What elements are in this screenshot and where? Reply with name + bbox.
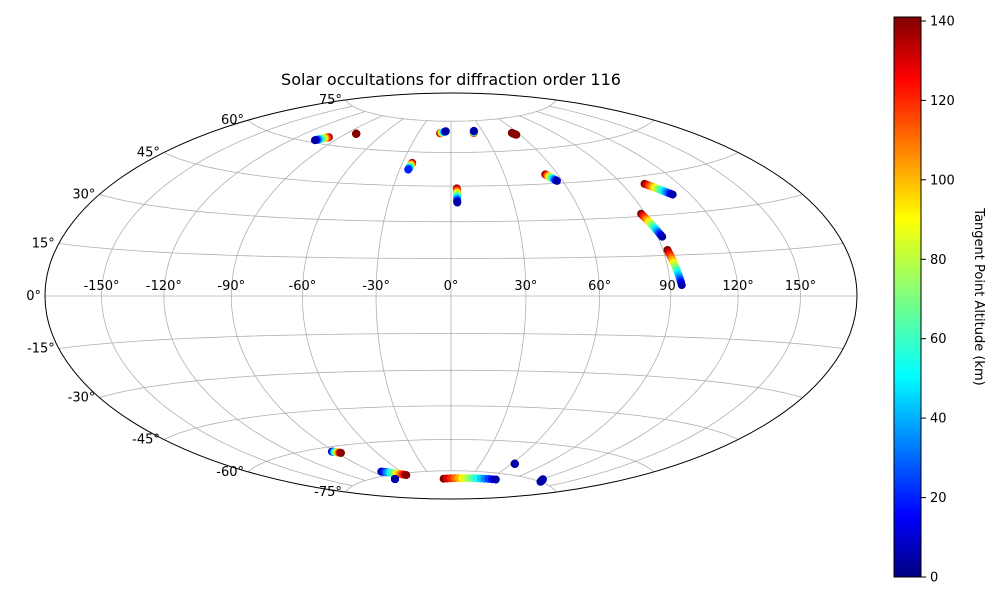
map-boundary: [44, 92, 858, 500]
colorbar-ticks: 0 20 40 60 80 100 120 140: [921, 15, 955, 586]
occultation-point: [310, 136, 319, 145]
occultation-point: [469, 126, 478, 135]
longitude-tick-label: -150°: [83, 279, 119, 294]
latitude-tick-label: 75°: [319, 93, 342, 108]
colorbar-label: Tangent Point Altitude (km): [971, 207, 986, 385]
latitude-tick-label: -75°: [314, 485, 342, 500]
colorbar: 0 20 40 60 80 100 120 140 Tangent Point Altitud…: [893, 15, 986, 586]
longitude-tick-label: 0°: [444, 279, 459, 294]
map-gridlines: [45, 99, 857, 493]
latitude-tick-label: -45°: [132, 433, 160, 448]
parallel-line: [345, 470, 557, 493]
occultation-point: [536, 477, 545, 486]
longitude-tick-label: 150°: [785, 279, 816, 294]
parallel-line: [99, 369, 803, 398]
parallel-line: [99, 194, 803, 223]
colorbar-gradient: [893, 16, 922, 578]
parallel-line: [58, 243, 844, 259]
chart-title: Solar occultations for diffraction order…: [281, 70, 621, 89]
longitude-tick-label: 60°: [588, 279, 611, 294]
occultation-point: [510, 459, 519, 468]
longitude-tick-label: -30°: [362, 279, 390, 294]
occultation-point: [453, 198, 462, 207]
parallel-line: [247, 439, 655, 473]
longitude-tick-label: -120°: [146, 279, 182, 294]
occultation-point: [352, 129, 361, 138]
parallel-line: [247, 119, 655, 153]
longitude-tick-label: -60°: [289, 279, 317, 294]
colorbar-tick-label: 100: [930, 173, 955, 188]
latitude-tick-label: 30°: [72, 188, 95, 203]
latitude-tick-label: -60°: [216, 465, 244, 480]
occultation-point: [658, 232, 667, 241]
occultation-point: [402, 471, 411, 480]
colorbar-tick-label: 40: [930, 412, 947, 427]
longitude-tick-label: -90°: [217, 279, 245, 294]
colorbar-tick-label: 60: [930, 332, 947, 347]
occultation-point: [441, 127, 450, 136]
latitude-tick-label: 0°: [26, 289, 41, 304]
parallel-line: [58, 333, 844, 349]
occultation-point: [677, 281, 686, 290]
parallel-line: [163, 152, 739, 187]
map-tick-labels: -150° -120° -90° -60° -30° 0° 30° 60° 90° 120° 150…: [26, 93, 816, 500]
occultation-point: [553, 176, 561, 185]
latitude-tick-label: 15°: [32, 237, 55, 252]
parallel-line: [163, 405, 739, 440]
colorbar-tick-label: 0: [930, 571, 938, 586]
occultation-point: [337, 448, 345, 457]
latitude-tick-label: -15°: [27, 342, 55, 357]
occultation-point: [391, 475, 399, 483]
colorbar-tick-label: 140: [930, 15, 955, 30]
colorbar-tick-label: 20: [930, 491, 947, 506]
parallel-line: [345, 99, 557, 122]
latitude-tick-label: 60°: [221, 113, 244, 128]
longitude-tick-label: 90°: [659, 279, 682, 294]
longitude-tick-label: 30°: [514, 279, 537, 294]
occultation-point: [491, 475, 500, 484]
colorbar-tick-label: 120: [930, 94, 955, 109]
longitude-tick-label: 120°: [722, 279, 753, 294]
latitude-tick-label: -30°: [68, 391, 96, 406]
occultation-points: [310, 126, 686, 486]
occultation-point: [512, 130, 521, 139]
latitude-tick-label: 45°: [137, 146, 160, 161]
occultation-point: [668, 190, 677, 199]
occultation-point: [404, 165, 413, 174]
colorbar-tick-label: 80: [930, 253, 947, 268]
